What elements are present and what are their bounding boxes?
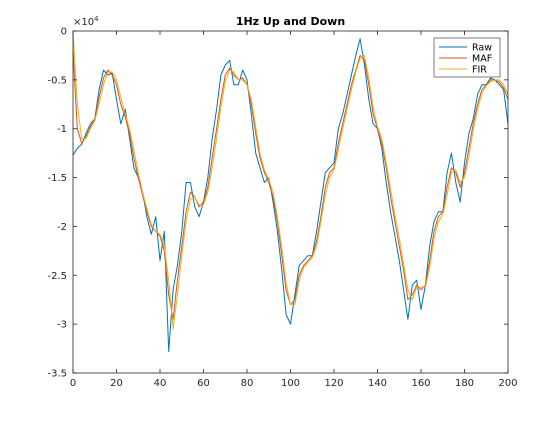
x-tick-label: 20 <box>110 378 123 389</box>
axis-ticks: 0 20 40 60 80 100 120 140 160 180 200 0 -0.5 -1 -1.5 -2… <box>47 27 517 390</box>
y-tick-label: -1 <box>57 124 67 135</box>
x-tick-label: 40 <box>154 378 167 389</box>
y-tick-label: -1.5 <box>47 173 67 184</box>
series-layer <box>72 30 509 352</box>
series-line-raw <box>72 38 509 352</box>
y-tick-label: 0 <box>61 27 67 38</box>
x-tick-label: 140 <box>368 378 387 389</box>
y-tick-label: -2.5 <box>47 271 67 282</box>
x-tick-label: 80 <box>241 378 254 389</box>
series-line-fir <box>72 30 509 330</box>
x-tick-label: 180 <box>455 378 474 389</box>
y-tick-label: -0.5 <box>47 75 67 86</box>
x-tick-label: 100 <box>281 378 300 389</box>
y-tick-label: -3.5 <box>47 369 67 380</box>
y-tick-label: -3 <box>57 320 67 331</box>
y-tick-label: -2 <box>57 222 67 233</box>
legend-label-raw: Raw <box>472 43 492 54</box>
x-tick-label: 60 <box>197 378 210 389</box>
y-axis-exponent-power: 4 <box>94 15 99 23</box>
y-axis-exponent-base: ×10 <box>73 17 94 28</box>
legend-label-maf: MAF <box>472 54 492 65</box>
x-tick-label: 160 <box>411 378 430 389</box>
legend-label-fir: FIR <box>472 65 487 76</box>
chart-title: 1Hz Up and Down <box>236 15 345 28</box>
x-tick-label: 0 <box>70 378 76 389</box>
y-axis-exponent: ×104 <box>73 15 99 28</box>
x-tick-label: 200 <box>498 378 517 389</box>
x-tick-label: 120 <box>324 378 343 389</box>
